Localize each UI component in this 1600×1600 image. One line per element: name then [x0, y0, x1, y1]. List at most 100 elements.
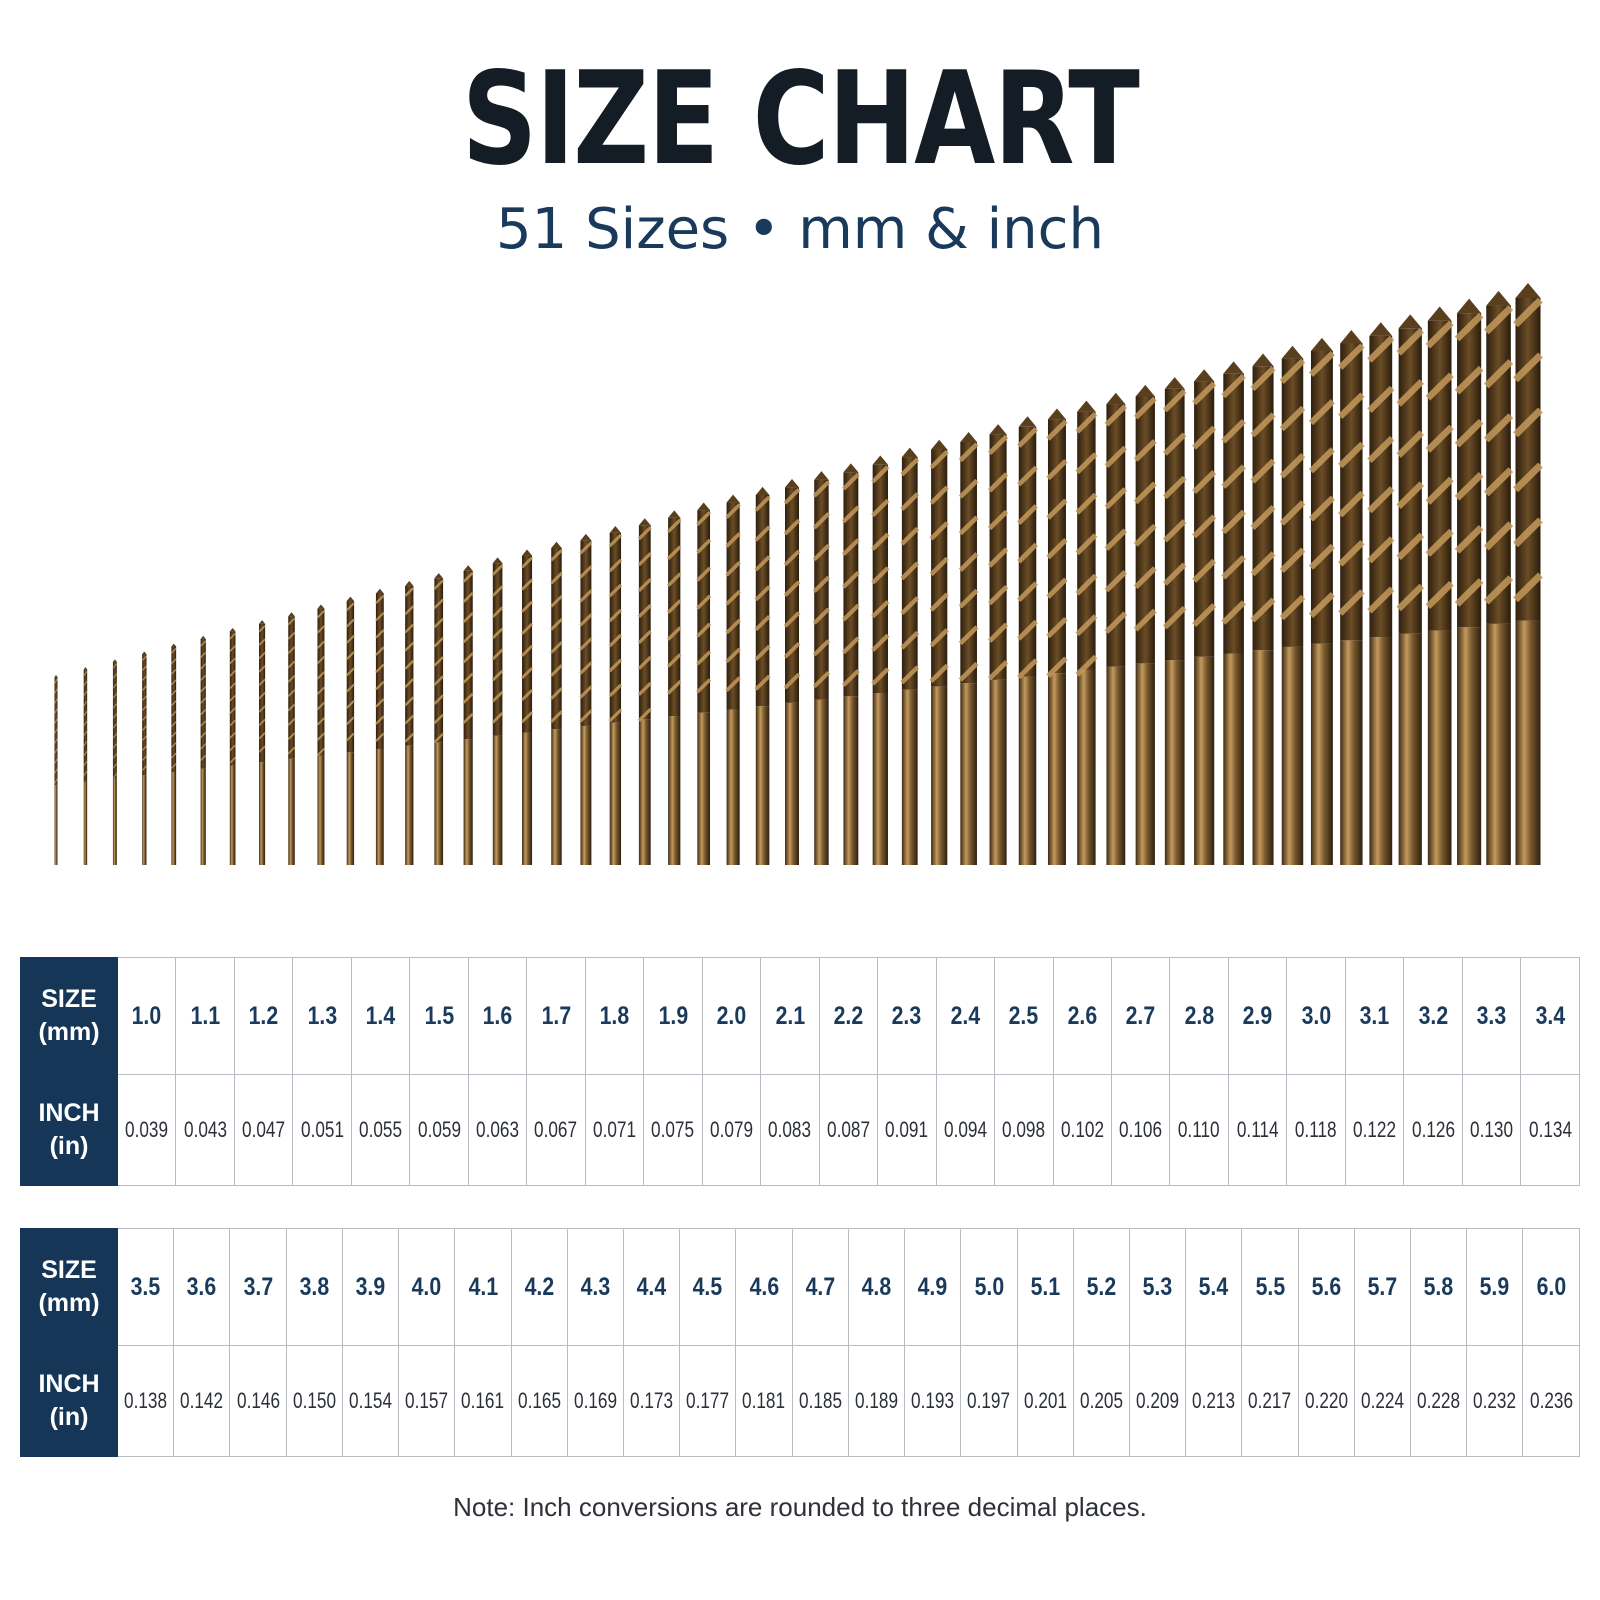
size-mm-cell: 1.6 [467, 957, 528, 1075]
drill-bit [521, 549, 534, 865]
drill-bit [1483, 290, 1514, 865]
size-mm-cell: 5.9 [1466, 1228, 1524, 1346]
size-inch-cell: 0.039 [116, 1074, 177, 1186]
size-inch-cell: 0.114 [1227, 1074, 1288, 1186]
size-inch-cell: 0.126 [1403, 1074, 1463, 1186]
drill-bit [112, 659, 118, 865]
size-mm-cell: 2.9 [1227, 957, 1288, 1075]
drill-bit [258, 620, 266, 865]
drill-bit [754, 486, 771, 865]
drill-bit [550, 541, 563, 865]
size-inch-cell: 0.205 [1072, 1345, 1130, 1457]
drill-bit [1367, 322, 1395, 865]
table-row-inch: INCH (in) 0.138 0.142 0.146 0.150 0.154 0.157 0… [20, 1345, 1580, 1457]
size-inch-cell: 0.075 [643, 1074, 703, 1186]
size-mm-cell: 3.0 [1286, 957, 1346, 1075]
drill-bit [1192, 369, 1217, 865]
size-mm-cell: 4.3 [566, 1228, 624, 1346]
size-mm-cell: 5.8 [1410, 1228, 1468, 1346]
size-mm-cell: 5.7 [1353, 1228, 1412, 1346]
size-inch-cell: 0.071 [584, 1074, 645, 1186]
size-inch-cell: 0.055 [350, 1074, 411, 1186]
size-mm-cell: 2.1 [760, 957, 820, 1075]
drill-bit [229, 627, 237, 865]
size-mm-cell: 6.0 [1522, 1228, 1580, 1346]
subtitle-separator: • [747, 197, 781, 262]
size-inch-cell: 0.063 [467, 1074, 528, 1186]
drill-bit [1513, 283, 1543, 865]
size-inch-cell: 0.201 [1016, 1345, 1074, 1457]
size-mm-cell: 2.0 [701, 957, 762, 1075]
size-mm-cell: 2.2 [818, 957, 879, 1075]
size-inch-cell: 0.224 [1353, 1345, 1412, 1457]
size-inch-cell: 0.213 [1185, 1345, 1243, 1457]
page-title: SIZE CHART [461, 45, 1140, 194]
size-mm-cell: 1.1 [175, 957, 235, 1075]
size-inch-cell: 0.197 [960, 1345, 1018, 1457]
size-inch-cell: 0.047 [233, 1074, 294, 1186]
table-row-inch: INCH (in) 0.039 0.043 0.047 0.051 0.055 0.059 0… [20, 1074, 1580, 1186]
drill-bit [433, 573, 444, 865]
size-mm-cell: 2.4 [935, 957, 996, 1075]
drill-bit [1396, 314, 1425, 865]
size-mm-cell: 4.0 [398, 1228, 456, 1346]
drill-bit [1250, 353, 1276, 865]
size-mm-cell: 2.8 [1169, 957, 1229, 1075]
size-mm-cell: 3.6 [173, 1228, 231, 1346]
size-inch-cell: 0.189 [847, 1345, 906, 1457]
inch-header: INCH (in) [20, 1074, 118, 1186]
drill-bit [783, 479, 801, 865]
drill-bit [462, 565, 474, 865]
size-inch-cell: 0.173 [622, 1345, 681, 1457]
drill-bit [1133, 384, 1157, 865]
size-inch-cell: 0.043 [175, 1074, 235, 1186]
drill-bit [841, 463, 860, 865]
size-inch-cell: 0.067 [526, 1074, 586, 1186]
size-inch-cell: 0.154 [341, 1345, 400, 1457]
drill-bit [1425, 306, 1454, 865]
size-inch-cell: 0.165 [510, 1345, 568, 1457]
size-mm-header: SIZE (mm) [20, 1228, 118, 1346]
drill-bit [812, 471, 831, 865]
drill-bit [666, 510, 682, 865]
inch-header: INCH (in) [20, 1345, 118, 1457]
drill-bit [404, 580, 415, 865]
size-inch-cell: 0.177 [679, 1345, 737, 1457]
size-inch-cell: 0.185 [791, 1345, 849, 1457]
size-mm-cell: 3.7 [229, 1228, 287, 1346]
size-inch-cell: 0.209 [1128, 1345, 1187, 1457]
size-mm-cell: 5.0 [960, 1228, 1018, 1346]
size-mm-cell: 1.9 [643, 957, 703, 1075]
size-inch-cell: 0.142 [173, 1345, 231, 1457]
size-mm-cell: 1.4 [350, 957, 411, 1075]
size-inch-cell: 0.134 [1520, 1074, 1580, 1186]
size-inch-cell: 0.138 [116, 1345, 175, 1457]
drill-bit [1279, 345, 1306, 865]
drill-bit [1075, 400, 1098, 865]
drill-bit [987, 424, 1009, 865]
drill-bit [1162, 377, 1187, 865]
size-inch-cell: 0.220 [1297, 1345, 1355, 1457]
drill-bit [579, 533, 593, 865]
drill-bit [1337, 330, 1365, 865]
drill-bit [83, 667, 88, 865]
drill-bit [375, 588, 385, 865]
size-mm-cell: 3.9 [341, 1228, 400, 1346]
size-inch-cell: 0.122 [1344, 1074, 1405, 1186]
size-mm-cell: 4.1 [454, 1228, 512, 1346]
size-mm-cell: 4.9 [904, 1228, 962, 1346]
size-inch-cell: 0.083 [760, 1074, 820, 1186]
size-mm-cell: 5.3 [1128, 1228, 1187, 1346]
size-mm-cell: 2.3 [877, 957, 937, 1075]
size-inch-cell: 0.146 [229, 1345, 287, 1457]
size-inch-cell: 0.079 [701, 1074, 762, 1186]
size-inch-cell: 0.094 [935, 1074, 996, 1186]
drill-bit [1454, 298, 1484, 865]
drill-bit [54, 675, 58, 865]
table-row-mm: SIZE (mm) 1.0 1.1 1.2 1.3 1.4 1.5 1.6 1.7 1.8 1.9 2… [20, 957, 1580, 1075]
drill-bit [871, 455, 890, 865]
size-mm-cell: 1.7 [526, 957, 586, 1075]
size-mm-cell: 4.2 [510, 1228, 568, 1346]
drill-bit [491, 557, 504, 865]
size-inch-cell: 0.157 [398, 1345, 456, 1457]
